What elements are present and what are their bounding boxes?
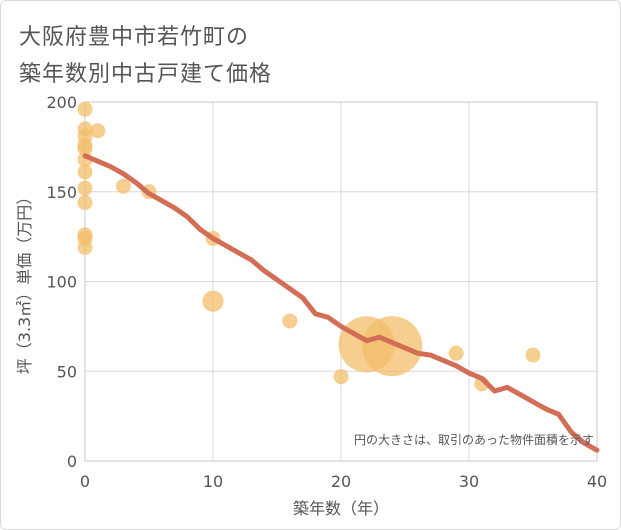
y-tick-label: 100 <box>46 273 77 292</box>
bubble-point <box>77 141 93 157</box>
bubble-point <box>77 195 93 211</box>
bubble-point <box>115 178 131 194</box>
chart-title-line1: 大阪府豊中市若竹町の <box>19 25 250 50</box>
bubble-point <box>338 316 395 373</box>
bubble-point <box>77 101 93 117</box>
plot-area <box>84 101 598 462</box>
x-axis-label: 築年数（年） <box>293 499 389 518</box>
x-tick-label: 10 <box>203 472 223 491</box>
chart-title-line2: 築年数別中古戸建て価格 <box>19 62 273 87</box>
bubble-point <box>282 313 298 329</box>
y-tick-label: 150 <box>46 183 77 202</box>
bubble-point <box>202 290 224 312</box>
bubble-point <box>333 369 349 385</box>
y-tick-label: 200 <box>46 93 77 112</box>
y-tick-label: 50 <box>57 362 77 381</box>
trend-line <box>82 153 600 453</box>
bubble-point <box>77 180 93 196</box>
x-tick-label: 40 <box>587 472 607 491</box>
grid <box>84 101 598 462</box>
x-tick-label: 20 <box>331 472 351 491</box>
bubble-point <box>525 347 541 363</box>
bubble-point <box>90 123 106 139</box>
axis-ticks: 0 10 20 30 40 0 50 100 150 200 <box>46 93 607 491</box>
bubble-point <box>77 164 93 180</box>
bubble-series <box>77 101 541 392</box>
bubble-point <box>448 345 464 361</box>
size-legend-note: 円の大きさは、取引のあった物件面積を示す <box>354 432 594 447</box>
bubble-point <box>77 239 93 255</box>
x-tick-label: 30 <box>459 472 479 491</box>
y-tick-label: 0 <box>67 452 77 471</box>
y-axis-label: 坪（3.3㎡）単価（万円） <box>15 189 34 374</box>
x-tick-label: 0 <box>80 472 90 491</box>
trend-series <box>82 153 600 453</box>
